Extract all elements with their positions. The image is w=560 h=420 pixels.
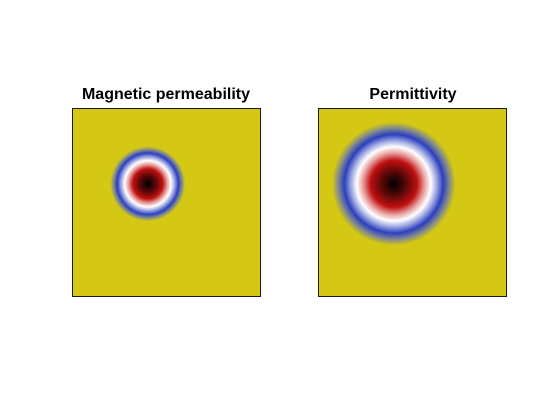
heatmap-field-permittivity [319, 109, 506, 296]
chart-title-permittivity: Permittivity [369, 86, 457, 103]
heatmap-field-magnetic-permeability [73, 109, 260, 296]
heatmap-plot-magnetic-permeability [73, 109, 260, 296]
heatmap-magnetic-permeability [72, 108, 261, 297]
chart-title-magnetic-permeability: Magnetic permeability [81, 86, 251, 103]
heatmap-plot-permittivity [319, 109, 506, 296]
heatmap-permittivity [318, 108, 507, 297]
